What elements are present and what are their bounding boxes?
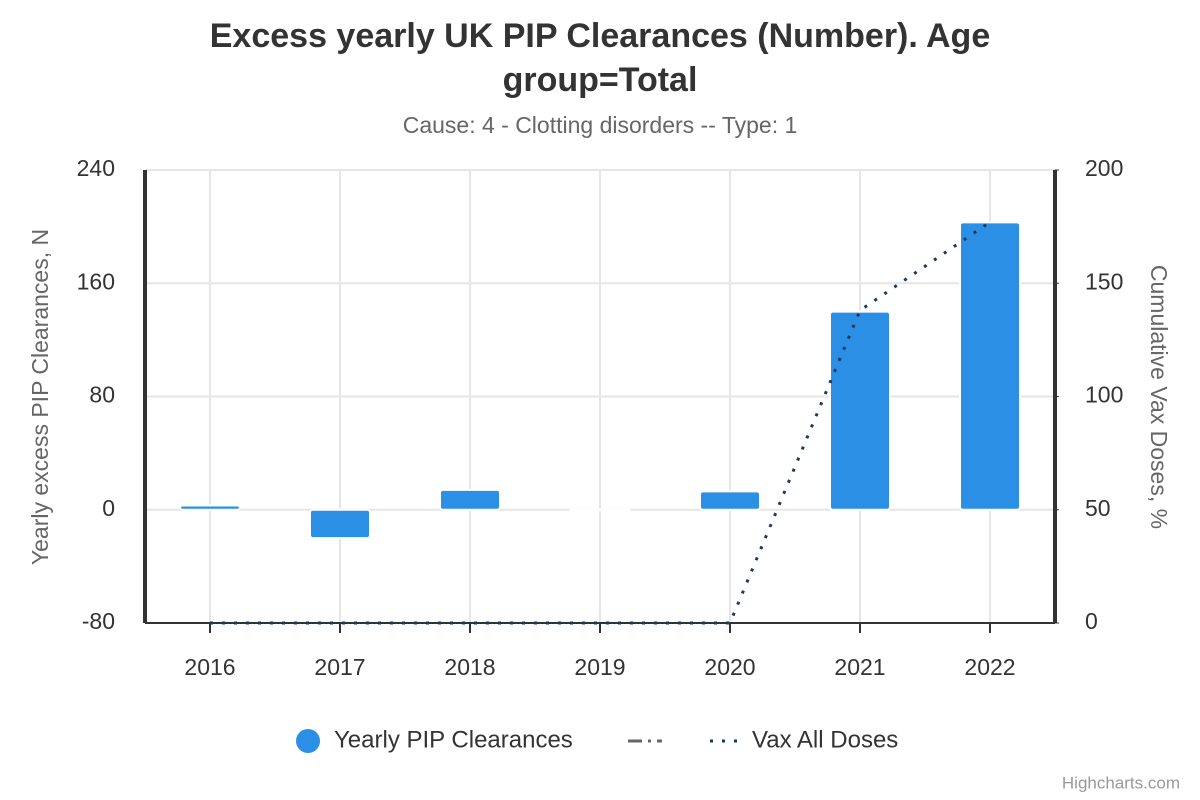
y2-tick-label: 200 <box>1085 155 1123 181</box>
x-tick-label: 2020 <box>704 654 755 680</box>
bar <box>959 221 1021 511</box>
y-tick-label: 240 <box>77 155 115 181</box>
legend-label: Vax All Doses <box>752 726 898 753</box>
bar <box>569 508 631 512</box>
bar <box>829 310 891 511</box>
y-tick-label: 160 <box>77 268 115 294</box>
bar <box>179 504 241 511</box>
x-tick-label: 2022 <box>964 654 1015 680</box>
y2-axis-title: Cumulative Vax Doses, % <box>1146 265 1172 529</box>
y2-tick-label: 150 <box>1085 268 1123 294</box>
y-tick-label: -80 <box>82 608 115 634</box>
bar <box>699 490 761 511</box>
y2-tick-label: 100 <box>1085 382 1123 408</box>
x-tick-label: 2021 <box>834 654 885 680</box>
legend-symbol <box>296 729 320 753</box>
bar <box>309 508 371 540</box>
x-tick-label: 2017 <box>314 654 365 680</box>
chart-subtitle: Cause: 4 - Clotting disorders -- Type: 1 <box>403 112 798 138</box>
x-tick-label: 2019 <box>574 654 625 680</box>
x-tick-label: 2016 <box>184 654 235 680</box>
y-axis-title: Yearly excess PIP Clearances, N <box>27 229 53 565</box>
y-tick-label: 0 <box>102 495 115 521</box>
y2-tick-label: 50 <box>1085 495 1111 521</box>
y2-tick-label: 0 <box>1085 608 1098 634</box>
chart-title: Excess yearly UK PIP Clearances (Number)… <box>210 17 991 99</box>
bar <box>439 488 501 511</box>
legend-label: Yearly PIP Clearances <box>334 726 573 753</box>
x-tick-label: 2018 <box>444 654 495 680</box>
credits: Highcharts.com <box>1062 773 1180 792</box>
y-tick-label: 80 <box>89 382 115 408</box>
